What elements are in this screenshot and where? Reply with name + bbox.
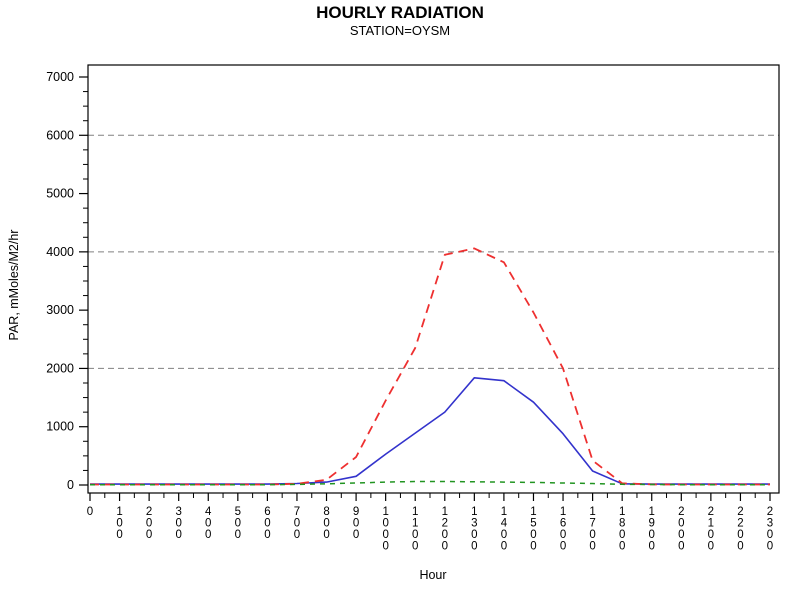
y-tick-label: 6000 bbox=[46, 128, 74, 142]
x-tick-label: 0 bbox=[87, 506, 93, 518]
y-axis-label: PAR, mMoles/M2/hr bbox=[7, 230, 21, 341]
y-tick-label: 0 bbox=[67, 478, 74, 492]
series-line-red-dashed bbox=[90, 247, 770, 486]
y-tick-label: 2000 bbox=[46, 361, 74, 375]
y-tick-label: 4000 bbox=[46, 245, 74, 259]
chart-subtitle: STATION=OYSM bbox=[350, 23, 450, 38]
chart-title: HOURLY RADIATION bbox=[316, 3, 484, 22]
y-tick-label: 7000 bbox=[46, 70, 74, 84]
y-tick-label: 3000 bbox=[46, 303, 74, 317]
series-line-green-dotted bbox=[90, 480, 770, 486]
x-axis-label: Hour bbox=[419, 568, 446, 582]
y-tick-label: 1000 bbox=[46, 420, 74, 434]
y-tick-label: 5000 bbox=[46, 187, 74, 201]
series-line-blue-solid bbox=[90, 376, 770, 485]
plot-frame bbox=[87, 64, 780, 494]
